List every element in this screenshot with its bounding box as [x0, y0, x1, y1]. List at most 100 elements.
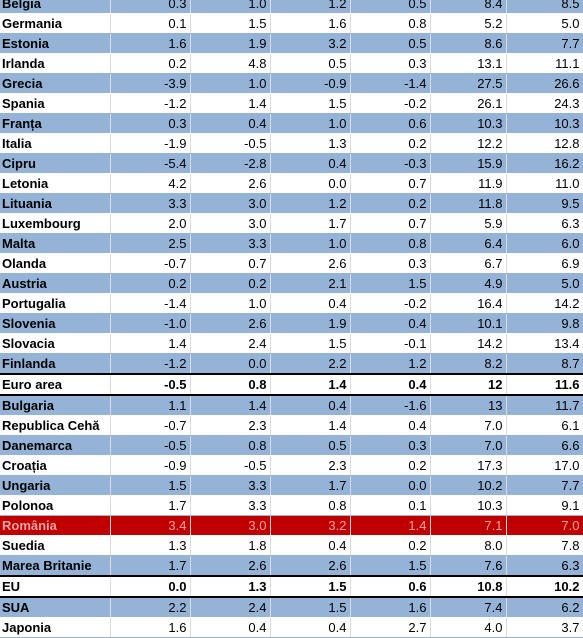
- table-row: Slovacia 1.4 2.4 1.5 -0.1 14.2 13.4: [0, 333, 583, 354]
- table-row: Grecia -3.9 1.0 -0.9 -1.4 27.5 26.6: [0, 73, 583, 94]
- value-cell: 1.2: [270, 193, 351, 214]
- value-cell: 1.0: [270, 113, 351, 134]
- value-cell: 8.7: [506, 353, 583, 375]
- value-cell: 8.6: [430, 33, 507, 54]
- value-cell: 2.2: [270, 353, 351, 375]
- country-name-cell: Austria: [0, 273, 111, 294]
- value-cell: 2.6: [190, 173, 271, 194]
- value-cell: 1.3: [110, 535, 191, 556]
- value-cell: 0.7: [190, 253, 271, 274]
- value-cell: 1.5: [270, 575, 351, 598]
- value-cell: 7.1: [430, 515, 507, 536]
- country-name-cell: Finlanda: [0, 353, 111, 375]
- value-cell: 12.2: [430, 133, 507, 154]
- value-cell: 9.5: [506, 193, 583, 214]
- value-cell: 10.3: [506, 113, 583, 134]
- value-cell: 1.9: [270, 313, 351, 334]
- value-cell: -0.5: [110, 373, 191, 396]
- value-cell: 1.5: [270, 597, 351, 618]
- country-name-cell: Italia: [0, 133, 111, 154]
- value-cell: 14.2: [430, 333, 507, 354]
- value-cell: 1.2: [350, 353, 431, 375]
- value-cell: 10.8: [430, 575, 507, 598]
- value-cell: 0.4: [190, 113, 271, 134]
- value-cell: 1.3: [190, 575, 271, 598]
- value-cell: 7.6: [430, 555, 507, 577]
- value-cell: -0.7: [110, 415, 191, 436]
- value-cell: 1.8: [190, 535, 271, 556]
- value-cell: 0.4: [190, 617, 271, 638]
- value-cell: -1.2: [110, 353, 191, 375]
- country-name-cell: Marea Britanie: [0, 555, 111, 577]
- value-cell: 11.8: [430, 193, 507, 214]
- value-cell: 0.5: [270, 53, 351, 74]
- value-cell: 26.1: [430, 93, 507, 114]
- table-row: Ungaria 1.5 3.3 1.7 0.0 10.2 7.7: [0, 475, 583, 496]
- value-cell: 2.3: [270, 455, 351, 476]
- value-cell: 0.6: [350, 575, 431, 598]
- table-row: Letonia 4.2 2.6 0.0 0.7 11.9 11.0: [0, 173, 583, 194]
- value-cell: 8.0: [430, 535, 507, 556]
- value-cell: -0.1: [350, 333, 431, 354]
- table-row: Italia -1.9 -0.5 1.3 0.2 12.2 12.8: [0, 133, 583, 154]
- value-cell: 1.0: [190, 0, 271, 14]
- value-cell: 6.9: [506, 253, 583, 274]
- value-cell: 5.0: [506, 13, 583, 34]
- value-cell: 1.5: [190, 13, 271, 34]
- value-cell: 11.9: [430, 173, 507, 194]
- value-cell: 10.2: [506, 575, 583, 598]
- country-name-cell: Lituania: [0, 193, 111, 214]
- value-cell: 1.9: [190, 33, 271, 54]
- value-cell: 0.8: [190, 435, 271, 456]
- table-row: Olanda -0.7 0.7 2.6 0.3 6.7 6.9: [0, 253, 583, 274]
- value-cell: 0.3: [350, 253, 431, 274]
- value-cell: 0.6: [350, 113, 431, 134]
- value-cell: -2.8: [190, 153, 271, 174]
- value-cell: 0.0: [270, 173, 351, 194]
- value-cell: -5.4: [110, 153, 191, 174]
- country-name-cell: SUA: [0, 597, 111, 618]
- country-name-cell: Spania: [0, 93, 111, 114]
- value-cell: 2.6: [270, 555, 351, 577]
- value-cell: 3.0: [190, 515, 271, 536]
- value-cell: 6.7: [430, 253, 507, 274]
- table-row: Japonia 1.6 0.4 0.4 2.7 4.0 3.7: [0, 617, 583, 638]
- value-cell: 0.4: [350, 313, 431, 334]
- country-name-cell: Letonia: [0, 173, 111, 194]
- value-cell: 17.0: [506, 455, 583, 476]
- value-cell: 2.0: [110, 213, 191, 234]
- table-row: Irlanda 0.2 4.8 0.5 0.3 13.1 11.1: [0, 53, 583, 74]
- country-name-cell: Luxembourg: [0, 213, 111, 234]
- value-cell: 0.4: [270, 535, 351, 556]
- value-cell: 1.4: [270, 415, 351, 436]
- value-cell: 10.3: [430, 113, 507, 134]
- value-cell: 6.3: [506, 213, 583, 234]
- value-cell: 7.7: [506, 475, 583, 496]
- table-row: EU 0.0 1.3 1.5 0.6 10.8 10.2: [0, 575, 583, 598]
- country-name-cell: EU: [0, 575, 111, 598]
- value-cell: 2.3: [190, 415, 271, 436]
- value-cell: 3.0: [190, 193, 271, 214]
- value-cell: 1.4: [270, 373, 351, 396]
- value-cell: 14.2: [506, 293, 583, 314]
- table-row: Danemarca -0.5 0.8 0.5 0.3 7.0 6.6: [0, 435, 583, 456]
- value-cell: 2.7: [350, 617, 431, 638]
- value-cell: 5.0: [506, 273, 583, 294]
- value-cell: 1.0: [270, 233, 351, 254]
- value-cell: 0.7: [350, 173, 431, 194]
- value-cell: 8.2: [430, 353, 507, 375]
- value-cell: 0.2: [110, 273, 191, 294]
- table-row: Republica Cehă -0.7 2.3 1.4 0.4 7.0 6.1: [0, 415, 583, 436]
- value-cell: 27.5: [430, 73, 507, 94]
- value-cell: 2.6: [190, 555, 271, 577]
- table-row: Spania -1.2 1.4 1.5 -0.2 26.1 24.3: [0, 93, 583, 114]
- country-name-cell: Cipru: [0, 153, 111, 174]
- value-cell: 1.2: [270, 0, 351, 14]
- value-cell: 0.4: [270, 617, 351, 638]
- value-cell: -1.0: [110, 313, 191, 334]
- value-cell: 0.3: [350, 435, 431, 456]
- value-cell: 0.7: [350, 213, 431, 234]
- value-cell: 7.0: [430, 415, 507, 436]
